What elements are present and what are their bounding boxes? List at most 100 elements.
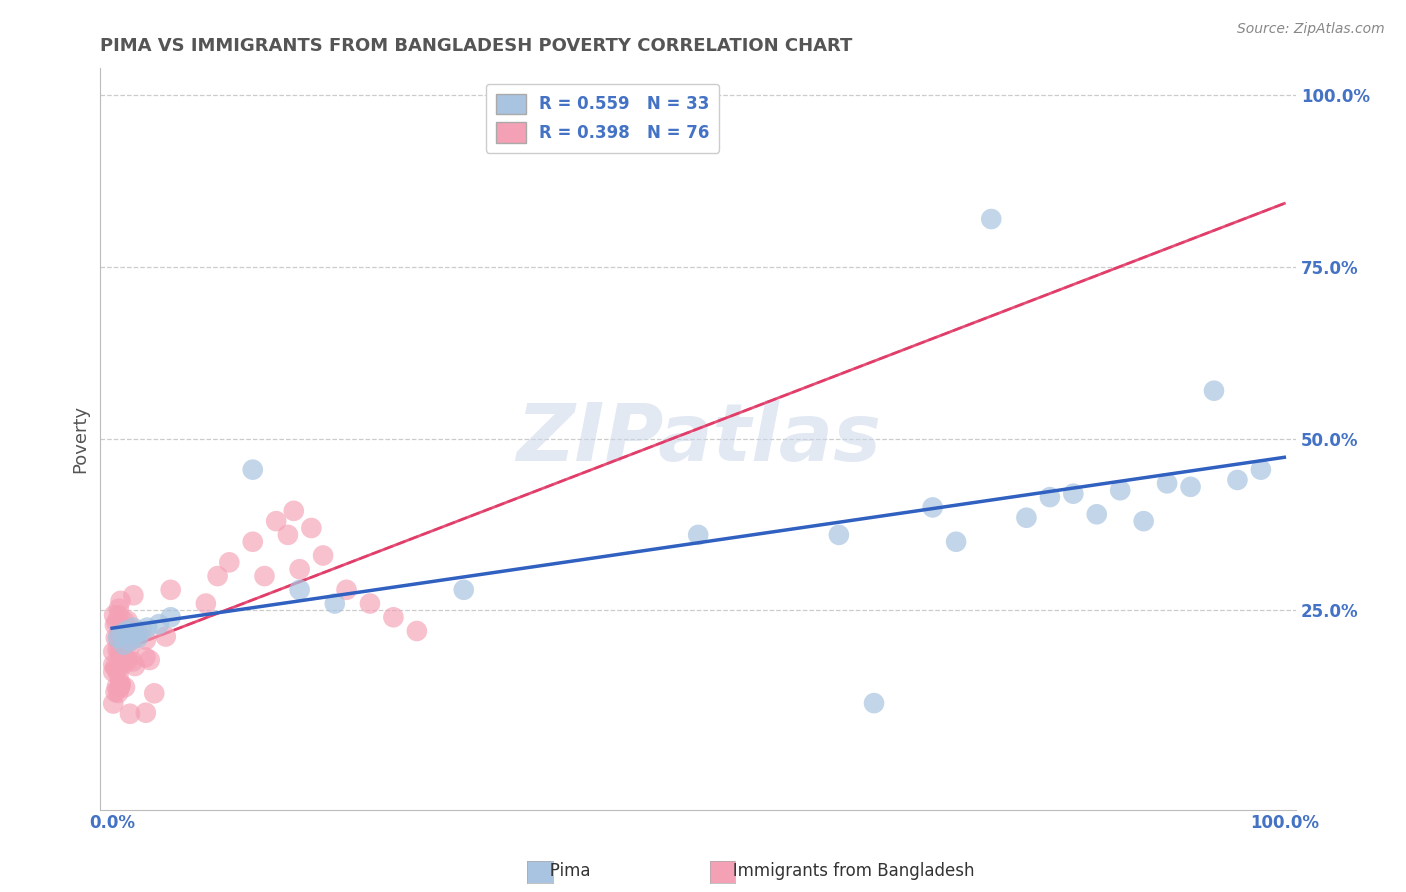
Point	[112, 628, 135, 642]
Point	[108, 679, 131, 693]
Point	[312, 549, 335, 563]
Text: Source: ZipAtlas.com: Source: ZipAtlas.com	[1237, 22, 1385, 37]
Point	[103, 645, 125, 659]
Point	[105, 615, 128, 630]
Point	[108, 642, 131, 657]
Point	[1015, 510, 1038, 524]
Point	[115, 621, 138, 635]
Point	[159, 610, 181, 624]
Legend: R = 0.559   N = 33, R = 0.398   N = 76: R = 0.559 N = 33, R = 0.398 N = 76	[485, 84, 720, 153]
Point	[103, 657, 125, 672]
Point	[105, 663, 128, 677]
Point	[828, 528, 851, 542]
Point	[108, 645, 131, 659]
Point	[127, 631, 149, 645]
Point	[120, 630, 142, 644]
Point	[453, 582, 475, 597]
Text: Immigrants from Bangladesh: Immigrants from Bangladesh	[717, 863, 974, 880]
Point	[323, 597, 346, 611]
Point	[863, 696, 886, 710]
Point	[110, 677, 132, 691]
Point	[110, 649, 132, 664]
Point	[107, 631, 129, 645]
Point	[335, 582, 357, 597]
Point	[1180, 480, 1202, 494]
Point	[107, 686, 129, 700]
Point	[264, 514, 287, 528]
Point	[945, 534, 967, 549]
Point	[111, 635, 134, 649]
Y-axis label: Poverty: Poverty	[72, 405, 89, 473]
Point	[111, 648, 134, 663]
Point	[104, 685, 127, 699]
Point	[1156, 476, 1178, 491]
Point	[138, 653, 160, 667]
Point	[277, 528, 299, 542]
Point	[114, 680, 136, 694]
Point	[135, 706, 157, 720]
Point	[107, 608, 129, 623]
Point	[105, 642, 128, 657]
Point	[134, 650, 156, 665]
Point	[111, 624, 134, 638]
Point	[112, 614, 135, 628]
Point	[135, 632, 157, 647]
Point	[688, 528, 710, 542]
Point	[159, 582, 181, 597]
Point	[115, 653, 138, 667]
Text: Pima: Pima	[534, 863, 591, 880]
Point	[104, 618, 127, 632]
Point	[117, 653, 139, 667]
Point	[155, 630, 177, 644]
Point	[108, 601, 131, 615]
Point	[103, 665, 125, 679]
Point	[118, 706, 141, 721]
Point	[120, 639, 142, 653]
Point	[111, 658, 134, 673]
Point	[136, 621, 159, 635]
Text: ZIPatlas: ZIPatlas	[516, 400, 880, 478]
Point	[105, 680, 128, 694]
Point	[110, 678, 132, 692]
Point	[103, 608, 125, 623]
Point	[148, 617, 170, 632]
Point	[253, 569, 276, 583]
Point	[110, 627, 132, 641]
Point	[194, 597, 217, 611]
Point	[118, 634, 141, 648]
Point	[1062, 486, 1084, 500]
Point	[242, 534, 264, 549]
Point	[218, 555, 240, 569]
Point	[921, 500, 943, 515]
Point	[115, 624, 138, 638]
Point	[103, 697, 125, 711]
Point	[359, 597, 381, 611]
Point	[124, 659, 146, 673]
Point	[207, 569, 229, 583]
Point	[1132, 514, 1154, 528]
Text: PIMA VS IMMIGRANTS FROM BANGLADESH POVERTY CORRELATION CHART: PIMA VS IMMIGRANTS FROM BANGLADESH POVER…	[100, 37, 852, 55]
Point	[1202, 384, 1225, 398]
Point	[131, 624, 153, 638]
Point	[108, 681, 131, 695]
Point	[1250, 463, 1272, 477]
Point	[117, 614, 139, 628]
Point	[107, 668, 129, 682]
Point	[283, 504, 305, 518]
Point	[104, 660, 127, 674]
Point	[104, 631, 127, 645]
Point	[110, 630, 132, 644]
Point	[108, 628, 131, 642]
Point	[124, 627, 146, 641]
Point	[405, 624, 427, 638]
Point	[121, 655, 143, 669]
Point	[107, 632, 129, 647]
Point	[110, 594, 132, 608]
Point	[980, 212, 1002, 227]
Point	[1085, 508, 1108, 522]
Point	[127, 624, 149, 638]
Point	[288, 582, 311, 597]
Point	[143, 686, 166, 700]
Point	[111, 641, 134, 656]
Point	[122, 588, 145, 602]
